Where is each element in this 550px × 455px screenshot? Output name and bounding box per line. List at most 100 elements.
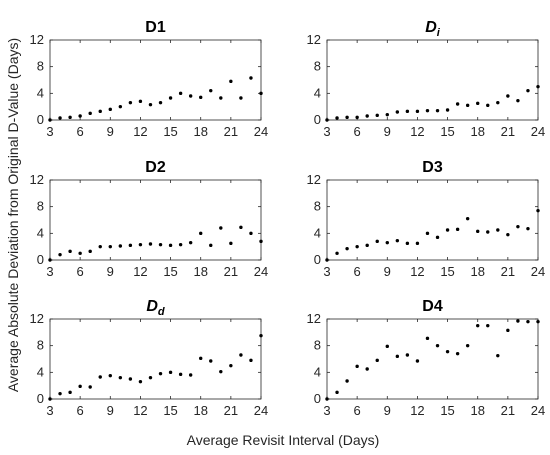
data-point bbox=[98, 244, 102, 249]
data-point bbox=[455, 351, 460, 356]
data-point bbox=[335, 116, 339, 120]
y-tick-label: 0 bbox=[314, 112, 321, 127]
data-point bbox=[128, 100, 133, 105]
x-tick-label: 12 bbox=[410, 264, 424, 279]
x-tick-label: 18 bbox=[193, 124, 207, 139]
data-point bbox=[98, 109, 102, 114]
data-point bbox=[445, 228, 450, 232]
x-tick-label: 24 bbox=[531, 264, 545, 279]
x-tick-label: 6 bbox=[354, 124, 361, 139]
data-point bbox=[199, 231, 203, 236]
x-tick-label: 9 bbox=[107, 264, 114, 279]
data-point bbox=[168, 96, 173, 100]
data-point bbox=[128, 377, 133, 381]
axes-box bbox=[326, 39, 539, 121]
data-point bbox=[435, 235, 440, 240]
data-point bbox=[375, 239, 379, 244]
data-point bbox=[88, 249, 92, 254]
data-point bbox=[355, 115, 359, 120]
data-point bbox=[516, 98, 520, 103]
data-point bbox=[259, 333, 263, 338]
x-tick-label: 12 bbox=[410, 124, 424, 139]
data-point bbox=[465, 216, 470, 221]
y-tick-label: 0 bbox=[314, 391, 321, 406]
x-tick-label: 9 bbox=[107, 403, 114, 418]
data-point bbox=[335, 390, 339, 395]
x-tick-label: 18 bbox=[193, 264, 207, 279]
x-tick-label: 15 bbox=[440, 264, 454, 279]
data-point bbox=[325, 397, 329, 401]
x-tick-label: 15 bbox=[440, 124, 454, 139]
panel-title: Di bbox=[425, 19, 441, 39]
data-point bbox=[425, 108, 430, 113]
data-point bbox=[78, 384, 82, 389]
data-point bbox=[229, 79, 233, 84]
x-tick-label: 6 bbox=[77, 403, 84, 418]
data-point bbox=[78, 114, 82, 118]
x-tick-label: 24 bbox=[254, 403, 268, 418]
data-point bbox=[138, 99, 143, 104]
panel-title: D2 bbox=[145, 159, 166, 176]
data-point bbox=[405, 241, 410, 246]
data-point bbox=[128, 243, 133, 248]
panel-title: D1 bbox=[145, 19, 166, 36]
x-tick-label: 15 bbox=[163, 124, 177, 139]
y-axis-label: Average Absolute Deviation from Original… bbox=[5, 38, 21, 392]
data-point bbox=[98, 375, 102, 379]
data-point bbox=[345, 115, 349, 120]
panel-D1: D1 3 6 9 12 15 18 21 24 0 4 8 12 bbox=[30, 19, 269, 139]
data-point bbox=[476, 323, 480, 328]
data-point bbox=[415, 241, 420, 246]
data-point bbox=[355, 364, 359, 369]
x-tick-label: 18 bbox=[470, 124, 484, 139]
data-point bbox=[526, 319, 530, 324]
data-point bbox=[158, 100, 163, 105]
x-tick-label: 15 bbox=[440, 403, 454, 418]
panel-D3: D3 3 6 9 12 15 18 21 24 0 4 8 12 bbox=[307, 159, 546, 279]
data-point bbox=[58, 391, 62, 396]
x-tick-label: 21 bbox=[501, 264, 515, 279]
data-point bbox=[138, 379, 143, 384]
x-tick-label: 6 bbox=[354, 403, 361, 418]
panel-Di: Di 3 6 9 12 15 18 21 24 0 4 8 12 bbox=[307, 19, 546, 139]
data-point bbox=[425, 231, 430, 236]
y-tick-label: 12 bbox=[307, 172, 321, 187]
data-point bbox=[486, 230, 490, 234]
y-tick-label: 12 bbox=[30, 172, 44, 187]
data-point bbox=[345, 246, 349, 251]
data-point bbox=[465, 343, 470, 348]
x-tick-label: 21 bbox=[224, 264, 238, 279]
data-point bbox=[516, 224, 520, 229]
data-point bbox=[68, 115, 72, 120]
panel-title: D4 bbox=[422, 298, 443, 315]
panels: D1 3 6 9 12 15 18 21 24 0 4 8 12 Di 3 6 9 12 15 18 21 24 0 4 8 12… bbox=[30, 19, 546, 418]
data-point bbox=[476, 229, 480, 234]
x-tick-label: 24 bbox=[531, 124, 545, 139]
panel-title-main: D bbox=[146, 298, 158, 315]
data-point bbox=[199, 95, 203, 100]
data-point bbox=[455, 102, 460, 106]
panel-title-subscript: i bbox=[437, 27, 441, 39]
y-tick-label: 12 bbox=[307, 32, 321, 47]
x-tick-label: 9 bbox=[384, 264, 391, 279]
data-point bbox=[108, 373, 112, 378]
data-point bbox=[148, 375, 153, 380]
x-tick-label: 9 bbox=[107, 124, 114, 139]
data-point bbox=[118, 244, 123, 248]
y-tick-label: 4 bbox=[314, 364, 321, 379]
data-point bbox=[229, 241, 233, 246]
data-point bbox=[219, 369, 223, 374]
data-point bbox=[178, 372, 183, 377]
data-point bbox=[465, 103, 470, 108]
data-point bbox=[425, 336, 430, 341]
panel-title-subscript: d bbox=[158, 306, 165, 318]
data-point bbox=[395, 238, 400, 243]
y-tick-label: 0 bbox=[314, 252, 321, 267]
data-point bbox=[435, 108, 440, 113]
data-point bbox=[58, 252, 62, 257]
y-tick-label: 8 bbox=[37, 199, 44, 214]
data-point bbox=[209, 359, 213, 363]
data-point bbox=[345, 379, 349, 383]
data-point bbox=[325, 118, 329, 122]
data-point bbox=[178, 91, 183, 96]
